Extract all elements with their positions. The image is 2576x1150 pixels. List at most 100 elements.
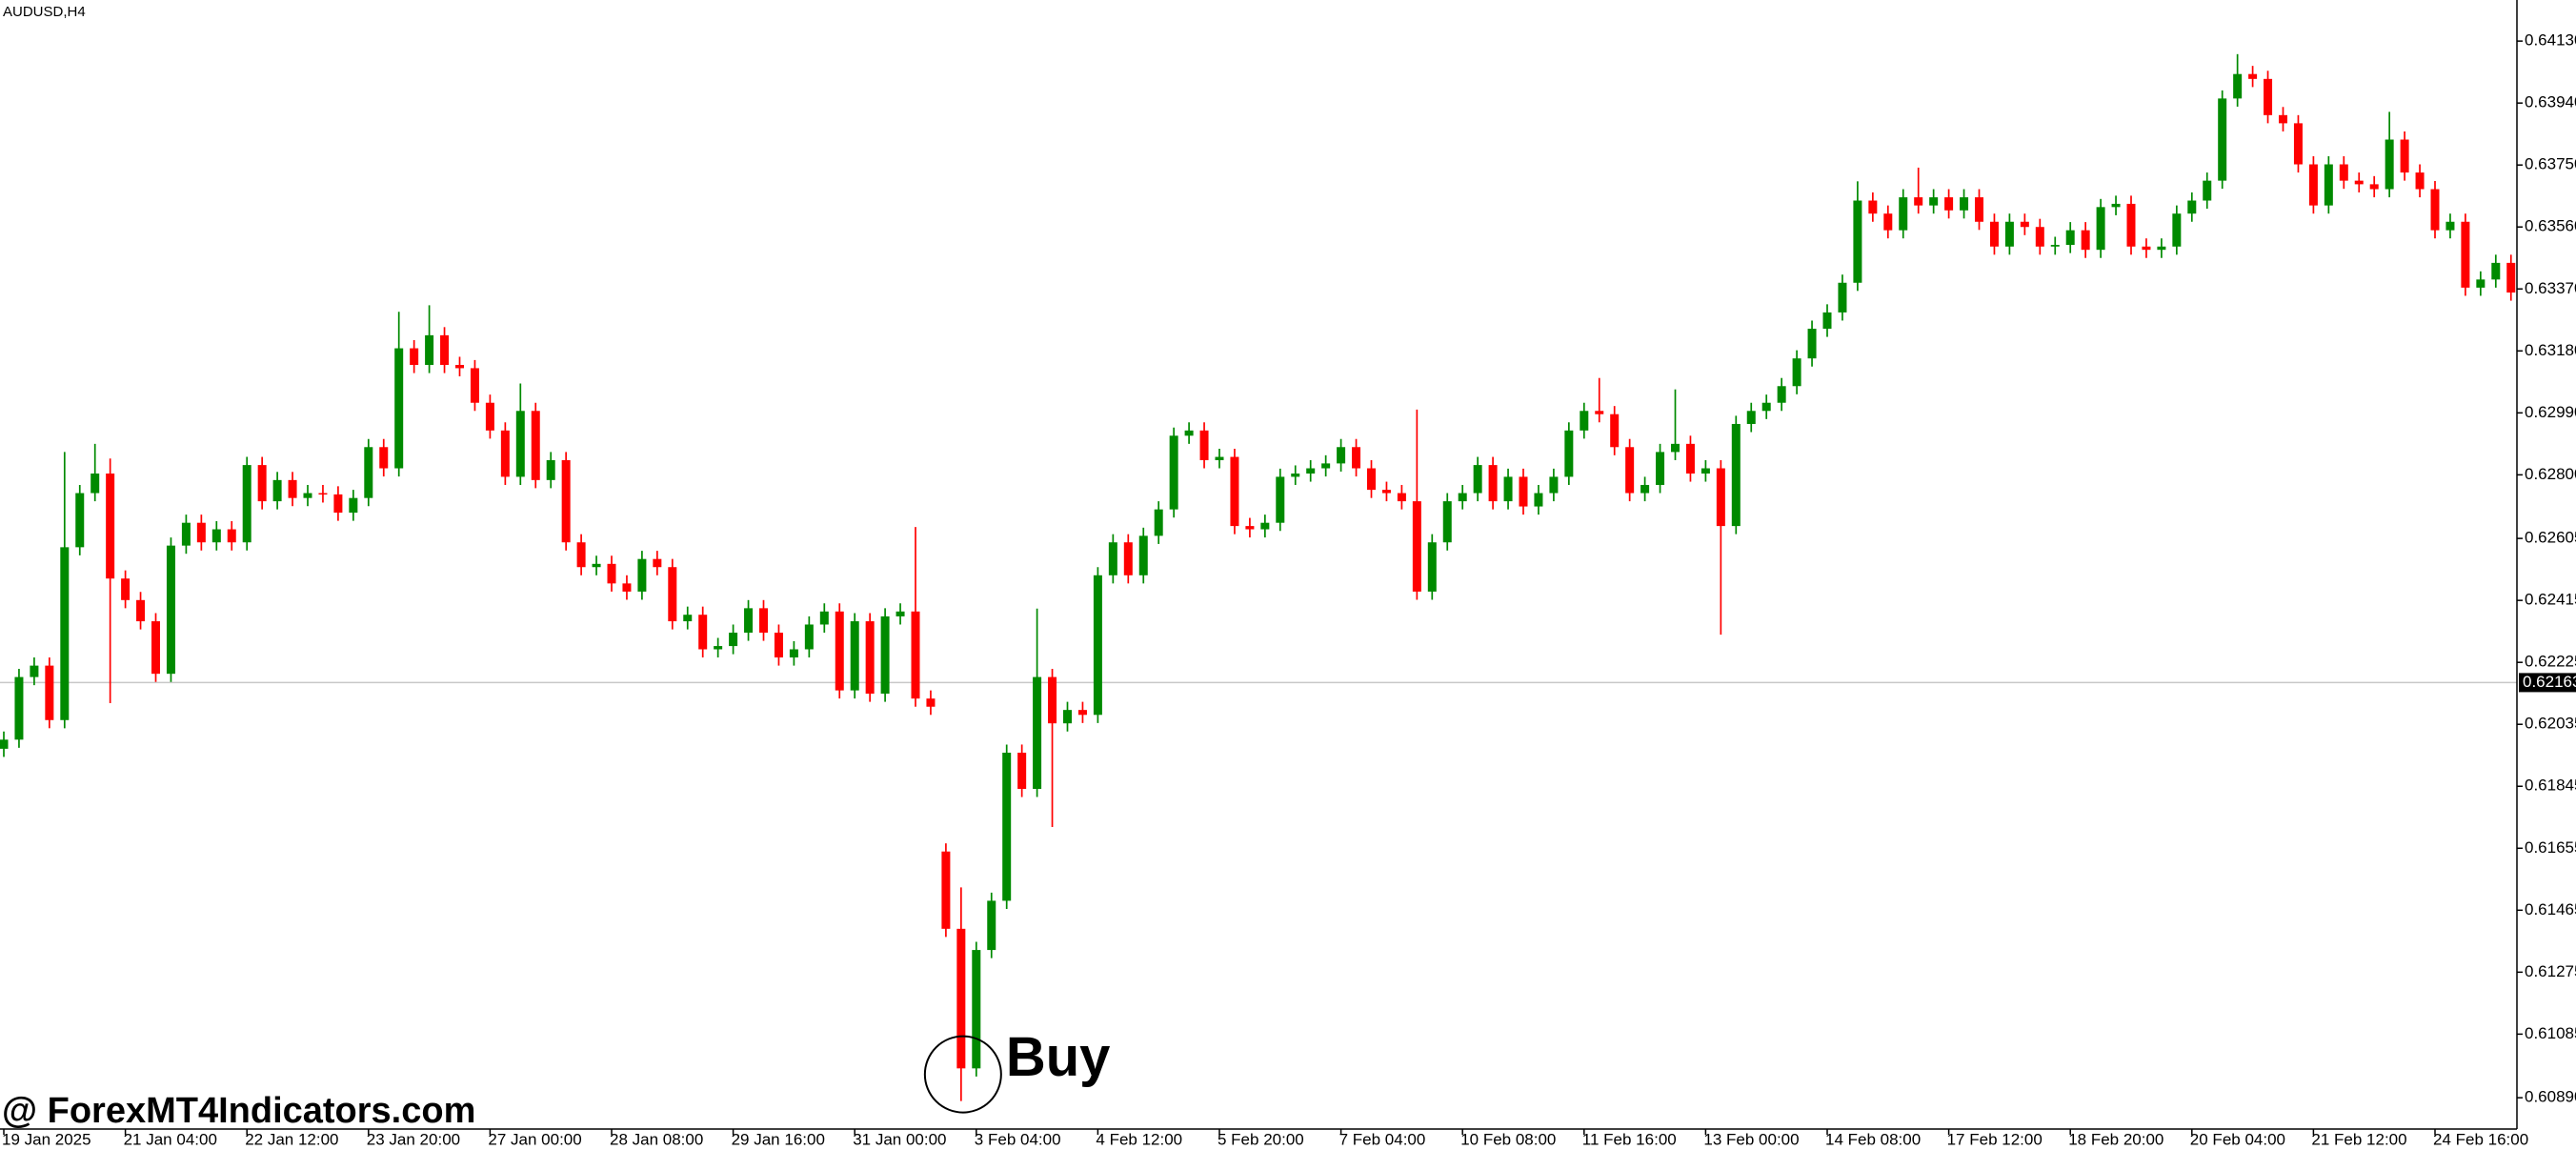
candle-body	[1564, 430, 1574, 477]
candle-body	[1063, 710, 1072, 724]
candle-body	[166, 545, 175, 675]
candle-body	[196, 522, 206, 543]
candle-body	[1108, 542, 1117, 575]
candle-body	[1381, 490, 1391, 494]
candle-body	[1610, 414, 1620, 448]
candle-body	[1580, 411, 1589, 431]
candle-body	[1245, 526, 1255, 530]
y-tick-label: 0.61085	[2525, 1024, 2576, 1042]
x-tick-label: 14 Feb 08:00	[1825, 1130, 1921, 1148]
candle-body	[1488, 465, 1498, 502]
candle-body	[2430, 189, 2440, 231]
candle-body	[835, 611, 844, 691]
candle-body	[151, 621, 160, 675]
buy-circle	[923, 1035, 1002, 1114]
candle-body	[1792, 358, 1801, 387]
candle-body	[364, 447, 373, 498]
candle-body	[1640, 484, 1650, 494]
candle-body	[698, 615, 708, 650]
candle-body	[1412, 501, 1421, 592]
candle-body	[1549, 476, 1559, 494]
candle-body	[819, 611, 829, 625]
candle-body	[2264, 78, 2273, 115]
candle-body	[2203, 180, 2212, 201]
candle-body	[1656, 452, 1665, 485]
candle-body	[410, 348, 419, 366]
candle-body	[2065, 230, 2075, 246]
candle-body	[1017, 753, 1027, 789]
candle-body	[515, 411, 525, 477]
candle-body	[2142, 246, 2151, 251]
candle-body	[2506, 262, 2516, 293]
candle-body	[1230, 456, 1239, 527]
candle-body	[1671, 443, 1680, 453]
candle-body	[1944, 197, 1954, 211]
candle-body	[607, 563, 616, 584]
candle-body	[1899, 197, 1908, 231]
x-tick-label: 17 Feb 12:00	[1947, 1130, 2043, 1148]
candle-body	[500, 430, 510, 477]
candle-body	[2369, 184, 2379, 190]
current-price-box	[2519, 673, 2576, 693]
candle-body	[1138, 535, 1148, 575]
candle-body	[91, 474, 100, 494]
candle-body	[1883, 213, 1893, 231]
candle-body	[1761, 402, 1771, 412]
candle-body	[2172, 213, 2182, 247]
candle-body	[2324, 164, 2333, 206]
candle-body	[303, 493, 312, 498]
candle-body	[106, 474, 115, 579]
candle-body	[1746, 411, 1756, 424]
candle-body	[181, 522, 191, 546]
x-tick-label: 21 Feb 12:00	[2311, 1130, 2406, 1148]
candle-body	[546, 459, 555, 480]
candle-body	[1337, 447, 1346, 464]
candle-body	[1625, 447, 1635, 494]
candle-body	[1306, 468, 1316, 474]
x-tick-label: 4 Feb 12:00	[1096, 1130, 1182, 1148]
candle-body	[1838, 282, 1847, 313]
candle-body	[1291, 474, 1300, 477]
candle-body	[1989, 221, 1999, 247]
x-tick-label: 3 Feb 04:00	[975, 1130, 1061, 1148]
candle-body	[759, 608, 768, 634]
candle-body	[2126, 203, 2136, 247]
candle-body	[2157, 246, 2166, 251]
candle-body	[683, 615, 693, 622]
candle-body	[2491, 262, 2501, 280]
candle-body	[2385, 139, 2394, 190]
candle-body	[653, 558, 662, 568]
candle-body	[2004, 221, 2014, 247]
candle-body	[2233, 73, 2243, 99]
candle-body	[1914, 197, 1923, 206]
x-tick-label: 29 Jan 16:00	[732, 1130, 825, 1148]
candle-body	[1731, 423, 1741, 527]
candle-body	[2218, 98, 2227, 181]
candle-body	[1519, 476, 1528, 507]
candle-body	[850, 621, 859, 691]
candle-body	[2400, 139, 2409, 173]
candle-body	[561, 459, 571, 543]
candle-body	[14, 676, 24, 740]
candle-body	[1169, 435, 1178, 510]
candle-body	[45, 665, 54, 720]
candle-body	[592, 563, 601, 568]
candle-body	[2415, 172, 2425, 190]
candle-body	[896, 611, 905, 616]
x-tick-label: 7 Feb 04:00	[1339, 1130, 1426, 1148]
candle-body	[2308, 164, 2318, 206]
chart-title: AUDUSD,H4	[3, 4, 86, 20]
candle-body	[865, 621, 875, 695]
candle-body	[1215, 456, 1224, 460]
candle-body	[2081, 230, 2090, 251]
candle-body	[485, 402, 494, 431]
candle-body	[911, 611, 920, 699]
candle-body	[1868, 200, 1878, 214]
candle-body	[1367, 468, 1376, 491]
